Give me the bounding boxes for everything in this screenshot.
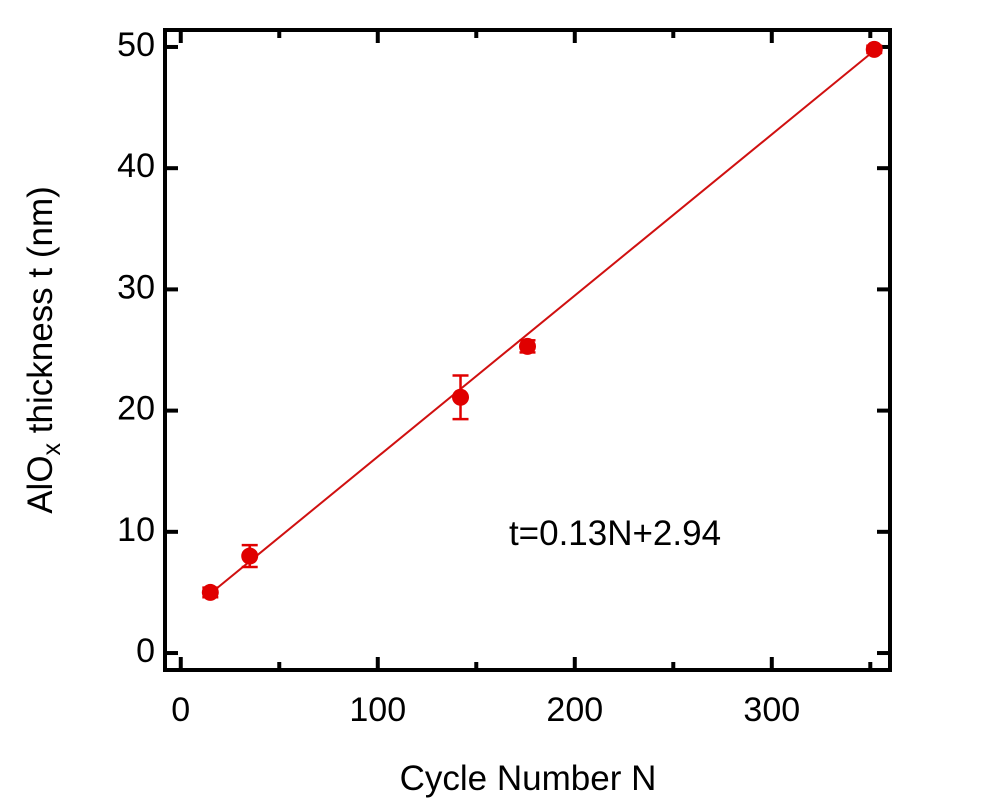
y-label-sub: x [38, 442, 66, 455]
y-tick-label: 10 [117, 511, 155, 549]
y-label-rest: thickness t (nm) [21, 186, 60, 443]
data-point [452, 388, 470, 406]
x-tick-label: 100 [349, 691, 406, 729]
data-point [865, 40, 883, 58]
y-tick-label: 50 [117, 26, 155, 64]
data-point [519, 337, 536, 355]
data-point [201, 583, 219, 601]
y-label-main: AlO [21, 455, 60, 513]
x-axis-label: Cycle Number N [400, 759, 657, 798]
data-point [241, 547, 259, 565]
x-tick-label: 200 [546, 691, 603, 729]
y-axis-label: AlOx thickness t (nm) [21, 186, 66, 514]
fit-equation: t=0.13N+2.94 [509, 514, 721, 553]
y-tick-label: 0 [136, 632, 155, 670]
y-tick-label: 40 [117, 147, 155, 185]
plot-frame [163, 28, 892, 672]
y-tick-label: 20 [117, 390, 155, 428]
y-tick-label: 30 [117, 268, 155, 306]
fit-line [209, 49, 875, 595]
x-tick-label: 0 [171, 691, 190, 729]
x-tick-label: 300 [743, 691, 800, 729]
